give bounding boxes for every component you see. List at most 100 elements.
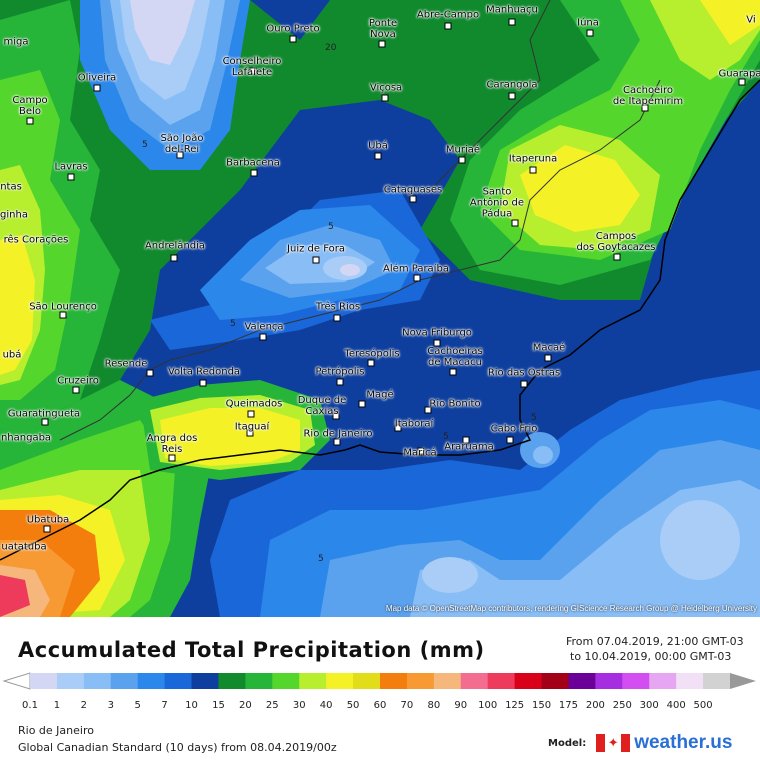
city-marker [444, 22, 452, 30]
city-marker [333, 314, 341, 322]
city-marker [424, 406, 432, 414]
model-run: Global Canadian Standard (10 days) from … [18, 741, 337, 754]
legend-tick-label: 125 [505, 700, 525, 711]
forecast-period: From 07.04.2019, 21:00 GMT-03 to 10.04.2… [566, 634, 744, 664]
city-label: Macaé [532, 342, 566, 354]
field-ocean-blue-1b [660, 500, 740, 580]
city-marker [168, 454, 176, 462]
field-blue-01-jf [340, 264, 360, 276]
city-marker [449, 368, 457, 376]
legend-tick-label: 100 [478, 700, 498, 711]
city-marker [613, 253, 621, 261]
contour-label: 20 [325, 43, 337, 53]
city-marker [333, 438, 341, 446]
coastline [0, 79, 760, 561]
period-to: to 10.04.2019, 00:00 GMT-03 [570, 650, 732, 663]
city-label: Andrelândia [144, 240, 206, 252]
city-label: Guaratingueta [7, 408, 81, 420]
legend-swatch [514, 673, 543, 689]
legend-tick-label: 10 [185, 700, 198, 711]
city-marker [433, 339, 441, 347]
city-marker [417, 447, 425, 455]
field-blue-north-01 [130, 0, 195, 65]
city-marker [67, 173, 75, 181]
city-marker [176, 151, 184, 159]
city-marker [59, 311, 67, 319]
city-label: Ubá [368, 140, 388, 152]
legend-swatch [406, 673, 435, 689]
city-marker [508, 18, 516, 26]
contour-label: 5 [531, 413, 537, 423]
city-label: Manhuaçu [486, 4, 538, 16]
legend-swatch [460, 673, 489, 689]
city-marker [458, 156, 466, 164]
legend-tick-label: 0.1 [22, 700, 38, 711]
city-label: ubá [2, 349, 22, 361]
legend-swatches [2, 672, 756, 690]
legend-tick-label: 90 [454, 700, 468, 711]
city-label: Maricá [403, 447, 437, 459]
map-attribution: Map data © OpenStreetMap contributors, r… [385, 604, 757, 613]
legend-tick-label: 5 [134, 700, 141, 711]
city-label: Cachoeiras de Macacu [427, 346, 483, 368]
city-label: Itaboraí [394, 418, 434, 430]
city-marker [413, 274, 421, 282]
legend-tick-label: 80 [427, 700, 441, 711]
contour-label: 5 [318, 554, 324, 564]
city-label: ginha [0, 209, 28, 221]
color-legend [2, 672, 756, 690]
city-label: Rio de Janeiro [303, 428, 373, 440]
city-label: uatatuba [1, 541, 47, 553]
legend-tick-label: 25 [265, 700, 279, 711]
city-marker [170, 254, 178, 262]
city-label: Carangola [486, 79, 538, 91]
city-marker [511, 219, 519, 227]
precipitation-map[interactable]: 20 5 5 5 5 5 5 Abre-Campo Manhuaçu Iúna … [0, 0, 760, 617]
legend-swatch [218, 673, 246, 689]
brand[interactable]: Model: ✦ weather.us [548, 732, 732, 754]
legend-swatch [272, 673, 300, 689]
legend-swatch [30, 673, 58, 689]
legend-tick-label: 20 [239, 700, 252, 711]
city-label: Cachoeiro de Itapemirim [612, 85, 684, 107]
city-label: Campos dos Goytacazes [576, 231, 656, 253]
city-label: Barbacena [226, 157, 280, 169]
brand-logo[interactable]: weather.us [634, 732, 733, 753]
period-from: From 07.04.2019, 21:00 GMT-03 [566, 635, 744, 648]
city-label: Cataguases [383, 184, 443, 196]
city-label: Duque de Caxias [297, 395, 347, 417]
city-label: Ubatuba [26, 514, 70, 526]
city-marker [246, 429, 254, 437]
legend-tick-label: 300 [639, 700, 659, 711]
legend-tick-label: 60 [373, 700, 387, 711]
field-ocean-blue-1 [422, 557, 478, 593]
city-label: Três Rios [315, 301, 361, 313]
city-label: Rio das Ostras [487, 367, 561, 379]
city-marker [199, 379, 207, 387]
legend-swatch [595, 673, 623, 689]
model-label: Model: [548, 737, 587, 749]
city-marker [26, 117, 34, 125]
legend-swatch [568, 673, 596, 689]
city-label: Lavras [54, 161, 88, 173]
legend-arrow-left [2, 672, 31, 690]
city-marker [250, 169, 258, 177]
contour-label: 5 [230, 319, 236, 329]
legend-swatch [110, 673, 139, 689]
city-label: Cruzeiro [57, 375, 99, 387]
city-label: Cabo Frio [490, 423, 538, 435]
city-marker [374, 152, 382, 160]
city-label: Abre-Campo [416, 9, 480, 21]
city-label: Além Paraíba [383, 263, 449, 275]
city-label: Iúna [577, 17, 599, 29]
legend-tick-label: 150 [531, 700, 552, 711]
legend-tick-label: 2 [80, 700, 88, 711]
city-label: Viçosa [369, 82, 403, 94]
legend-tick-label: 250 [612, 700, 632, 711]
field-pink-90-sw [0, 575, 30, 617]
city-label: Petrópolis [315, 366, 365, 378]
legend-swatch [164, 673, 193, 689]
precipitation-field: 20 5 5 5 5 5 5 [0, 0, 760, 617]
city-marker [41, 418, 49, 426]
legend-tick-label: 400 [666, 700, 686, 711]
